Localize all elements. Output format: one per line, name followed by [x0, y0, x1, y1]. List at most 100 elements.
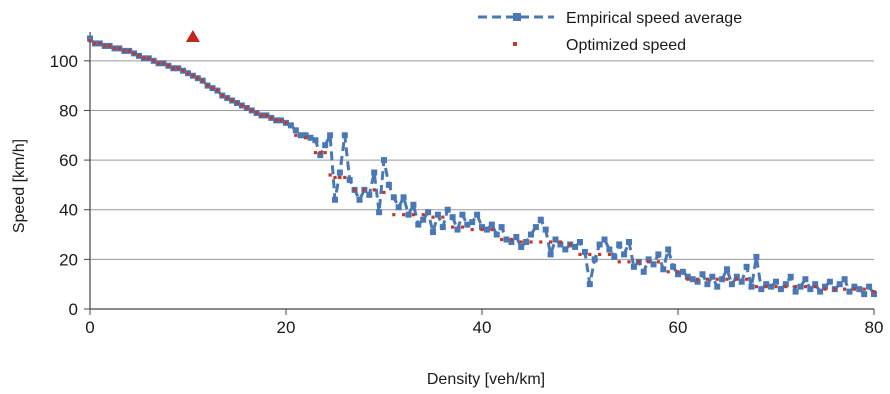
- optimized-speed-point: [108, 44, 112, 48]
- optimized-speed-point: [255, 111, 259, 115]
- empirical-speed-point: [376, 209, 383, 216]
- optimized-speed-point: [823, 287, 827, 291]
- empirical-speed-point: [292, 127, 299, 134]
- optimized-speed-point: [259, 113, 264, 118]
- optimized-speed-point: [568, 242, 572, 247]
- optimized-speed-point: [745, 277, 749, 281]
- optimized-speed-point: [392, 213, 396, 217]
- empirical-speed-point: [787, 273, 794, 280]
- empirical-speed-point: [630, 263, 637, 270]
- optimized-speed-point: [656, 260, 660, 264]
- empirical-speed-point: [596, 241, 603, 248]
- optimized-speed-point: [411, 213, 415, 217]
- empirical-speed-point: [537, 216, 544, 223]
- optimized-speed-point: [274, 118, 278, 122]
- empirical-speed-point: [577, 238, 583, 245]
- empirical-speed-point: [346, 176, 353, 183]
- y-tick-label: 60: [59, 151, 78, 170]
- empirical-speed-point: [87, 35, 93, 42]
- optimized-speed-point: [558, 240, 562, 244]
- empirical-speed-point: [846, 288, 853, 295]
- empirical-speed-point: [817, 288, 824, 295]
- optimized-speed-point: [676, 270, 680, 274]
- empirical-speed-point: [405, 211, 412, 218]
- triangle-marker: [185, 30, 200, 42]
- optimized-speed-point: [872, 290, 876, 294]
- x-tick-label: 80: [865, 318, 884, 337]
- optimized-speed-point: [112, 46, 117, 51]
- optimized-speed-point: [279, 118, 283, 122]
- empirical-speed-point: [287, 122, 294, 129]
- optimized-speed-point: [333, 175, 337, 180]
- optimized-speed-point: [549, 240, 553, 244]
- optimized-speed-point: [250, 108, 254, 113]
- empirical-speed-point: [425, 209, 432, 216]
- empirical-speed-point: [513, 234, 520, 241]
- optimized-speed-point: [142, 56, 146, 60]
- empirical-speed-point: [434, 211, 441, 218]
- y-tick-label: 100: [50, 52, 78, 71]
- empirical-speed-point: [670, 263, 677, 270]
- empirical-speed-point: [317, 152, 324, 159]
- empirical-speed-point: [782, 281, 789, 288]
- optimized-speed-point: [754, 285, 758, 289]
- empirical-speed-point: [469, 219, 476, 226]
- optimized-speed-point: [152, 59, 156, 63]
- optimized-speed-point: [245, 106, 249, 110]
- empirical-speed-point: [709, 273, 716, 280]
- empirical-speed-point: [866, 283, 873, 290]
- empirical-speed-point: [591, 256, 598, 263]
- empirical-speed-point: [572, 243, 579, 250]
- optimized-speed-point: [372, 188, 376, 192]
- empirical-speed-point: [822, 283, 828, 290]
- optimized-speed-point: [519, 240, 523, 244]
- empirical-speed-point: [385, 181, 392, 188]
- empirical-speed-point: [395, 204, 402, 211]
- optimized-speed-point: [157, 61, 161, 65]
- optimized-speed-point: [852, 287, 856, 291]
- empirical-speed-point: [420, 216, 427, 223]
- empirical-speed-point: [694, 278, 701, 285]
- optimized-speed-point: [191, 74, 195, 78]
- empirical-speed-point: [449, 214, 456, 221]
- optimized-speed-point: [803, 285, 807, 289]
- optimized-speed-point: [686, 277, 690, 281]
- optimized-speed-point: [607, 252, 611, 256]
- empirical-speed-point: [675, 271, 681, 278]
- empirical-speed-point: [836, 281, 843, 288]
- empirical-speed-point: [792, 288, 799, 295]
- empirical-speed-point: [601, 236, 608, 243]
- empirical-speed-point: [871, 291, 877, 298]
- axis-layer: 0 20 40 60 80 100 0 20 40 60 80: [50, 32, 884, 337]
- optimized-speed-point: [103, 44, 107, 48]
- empirical-speed-point: [704, 281, 711, 288]
- optimized-speed-point: [88, 39, 92, 43]
- x-tick-label: 0: [85, 318, 94, 337]
- optimized-speed-point: [122, 49, 126, 53]
- empirical-speed-point: [341, 132, 348, 139]
- optimized-speed-point: [201, 79, 205, 83]
- legend-empirical-marker: [513, 13, 521, 21]
- empirical-speed-point: [498, 224, 505, 231]
- x-tick-label: 40: [473, 318, 492, 337]
- optimized-speed-point: [431, 215, 435, 219]
- empirical-speed-point: [562, 246, 569, 253]
- empirical-speed-point: [606, 246, 613, 253]
- optimized-speed-point: [362, 188, 366, 192]
- optimized-speed-point: [774, 285, 778, 289]
- optimized-speed-point: [127, 49, 131, 53]
- empirical-speed-point: [464, 221, 471, 228]
- empirical-speed-point: [528, 231, 534, 238]
- empirical-speed-point: [557, 241, 564, 248]
- empirical-speed-point: [733, 273, 740, 280]
- empirical-speed-point: [841, 276, 848, 283]
- optimized-speed-point: [764, 285, 768, 289]
- optimized-speed-point: [171, 66, 175, 70]
- legend-empirical-label: Empirical speed average: [566, 10, 742, 27]
- optimized-speed-point: [328, 173, 332, 177]
- empirical-speed-point: [768, 283, 775, 290]
- legend: Empirical speed average Optimized speed: [478, 10, 742, 54]
- empirical-speed-point: [366, 191, 373, 198]
- empirical-speed-point: [650, 261, 657, 268]
